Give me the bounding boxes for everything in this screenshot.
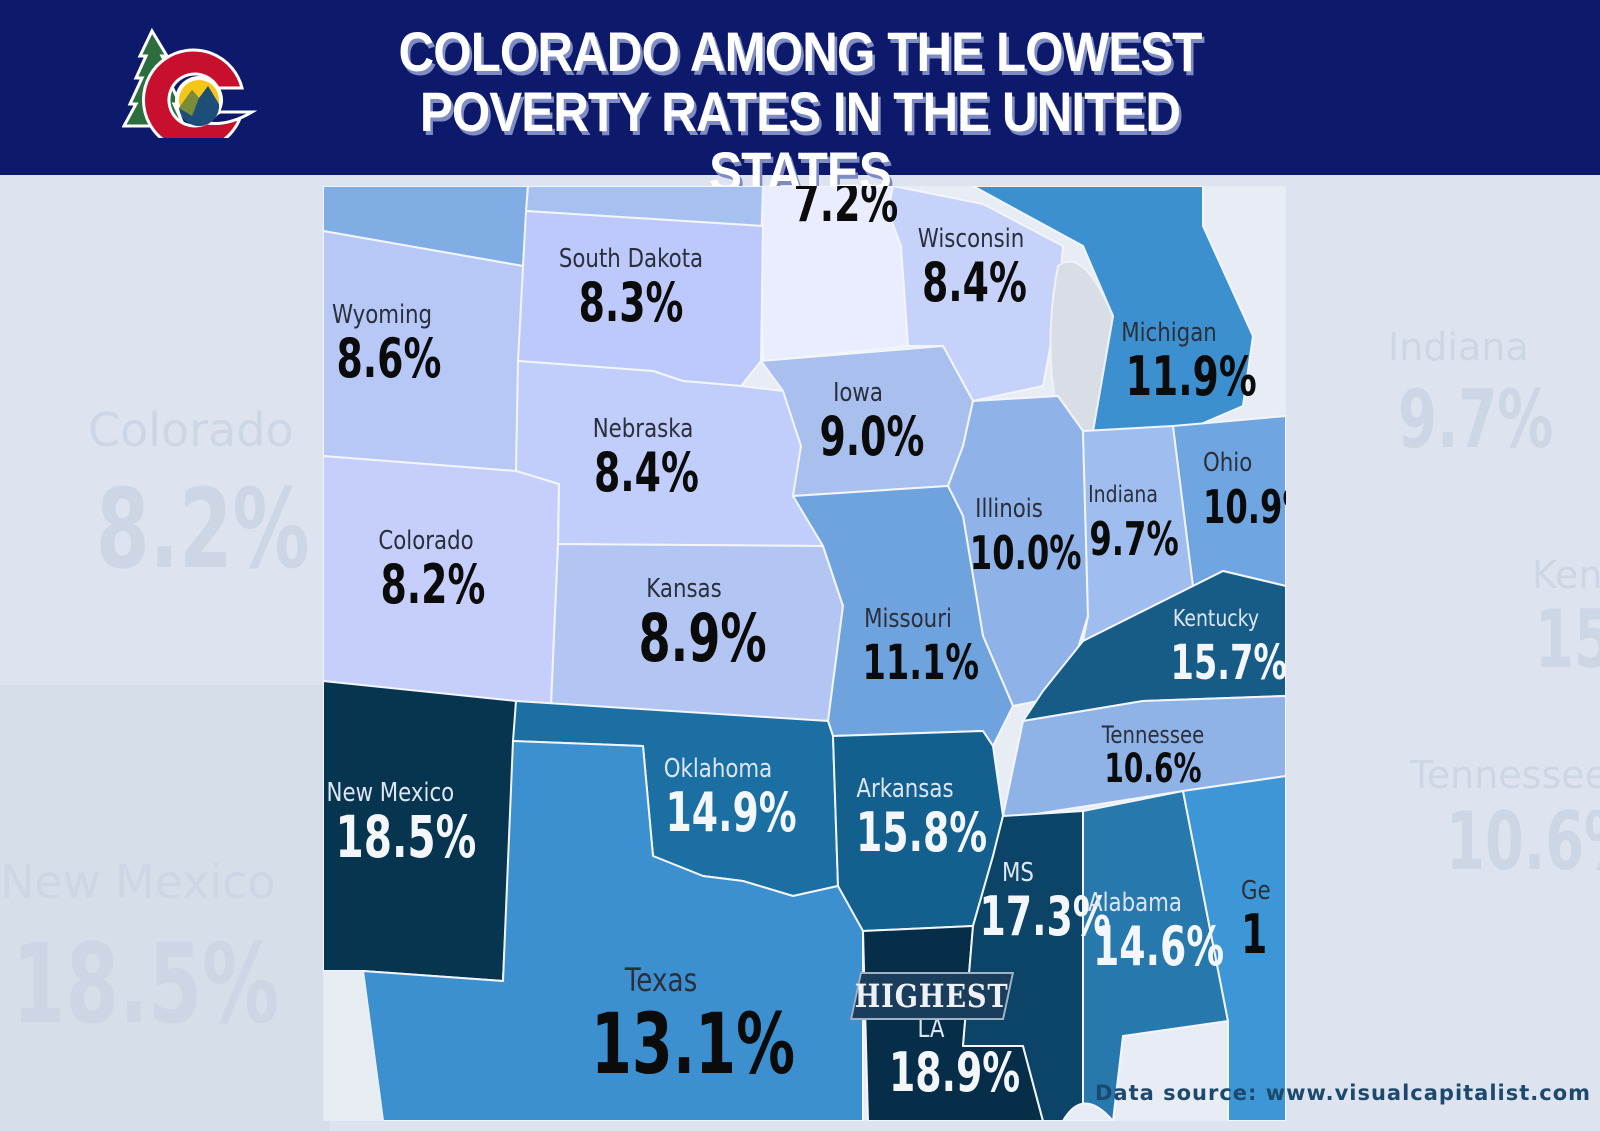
michigan-name: Michigan: [1121, 318, 1217, 348]
michigan-value: 11.9%: [1125, 345, 1257, 408]
label-michigan: Michigan 11.9%: [1107, 318, 1257, 408]
label-texas: Texas 13.1%: [561, 961, 795, 1093]
oklahoma-value: 14.9%: [665, 781, 797, 844]
illinois-name: Illinois: [975, 494, 1043, 524]
gulf-coast: [1062, 1102, 1114, 1121]
missouri-name: Missouri: [864, 604, 952, 634]
label-indiana: Indiana 9.7%: [1075, 480, 1179, 568]
label-illinois: Illinois 10.0%: [953, 494, 1082, 582]
ghost-band: [0, 685, 330, 1131]
label-new-mexico: New Mexico 18.5%: [323, 778, 477, 871]
iowa-value: 9.0%: [819, 405, 925, 468]
kansas-name: Kansas: [646, 574, 722, 604]
texas-value: 13.1%: [591, 995, 795, 1093]
colorado-name: Colorado: [378, 526, 474, 556]
oklahoma-name: Oklahoma: [663, 754, 773, 784]
title-line-2: POVERTY RATES IN THE UNITED STATES: [419, 80, 1181, 203]
label-kentucky: Kentucky 15.7%: [1151, 604, 1287, 692]
arkansas-value: 15.8%: [856, 801, 988, 864]
label-iowa: Iowa 9.0%: [803, 378, 925, 468]
indiana-value: 9.7%: [1089, 512, 1179, 566]
label-colorado: Colorado 8.2%: [361, 526, 491, 614]
kentucky-name: Kentucky: [1172, 606, 1260, 632]
ghost-tennessee-value: 10.6%: [1446, 795, 1600, 888]
wyoming-name: Wyoming: [331, 300, 433, 330]
louisiana-value: 18.9%: [889, 1041, 1021, 1104]
label-alabama: Alabama 14.6%: [1075, 888, 1225, 978]
alabama-name: Alabama: [1087, 888, 1182, 918]
ghost-tennessee-name: Tennessee: [1410, 753, 1600, 797]
label-tennessee: Tennessee 10.6%: [1083, 722, 1223, 790]
title-line-1: COLORADO AMONG THE LOWEST: [398, 20, 1203, 83]
highest-callout-label: HIGHEST: [855, 977, 1009, 1015]
label-wisconsin: Wisconsin 8.4%: [901, 224, 1041, 312]
georgia-value: 1: [1241, 903, 1268, 966]
indiana-name: Indiana: [1088, 482, 1158, 508]
alabama-value: 14.6%: [1093, 915, 1225, 978]
highest-callout-badge: HIGHEST: [849, 972, 1015, 1020]
ghost-colorado-name: Colorado: [88, 403, 294, 457]
nebraska-name: Nebraska: [592, 414, 694, 444]
nebraska-value: 8.4%: [594, 441, 699, 504]
label-missouri: Missouri 11.1%: [843, 604, 980, 692]
south-dakota-name: South Dakota: [558, 244, 704, 274]
new-mexico-value: 18.5%: [335, 803, 477, 871]
ghost-newmexico-name: New Mexico: [0, 855, 276, 909]
texas-name: Texas: [624, 961, 698, 999]
georgia-name: Ge: [1241, 876, 1271, 906]
wyoming-value: 8.6%: [336, 327, 442, 390]
wisconsin-value: 8.4%: [922, 251, 1027, 314]
tennessee-name: Tennessee: [1101, 721, 1205, 749]
header-banner: COLORADO AMONG THE LOWEST POVERTY RATES …: [0, 0, 1600, 202]
label-minnesota: 7.2%: [771, 186, 921, 232]
poverty-map: 7.2% Wyoming 8.6% South Dakota 8.3% Wisc…: [323, 186, 1286, 1121]
kentucky-value: 15.7%: [1170, 635, 1287, 691]
label-louisiana: LA 18.9%: [871, 1014, 1021, 1104]
south-dakota-value: 8.3%: [578, 271, 684, 334]
data-source-credit: Data source: www.visualcapitalist.com: [1095, 1081, 1592, 1105]
ghost-colorado-value: 8.2%: [96, 465, 310, 593]
ghost-kentucky-name: Ken: [1532, 553, 1600, 597]
tennessee-value: 10.6%: [1104, 746, 1202, 792]
label-kansas: Kansas 8.9%: [619, 574, 767, 677]
blurred-background: Colorado 8.2% New Mexico 18.5% Indiana 9…: [0, 175, 1600, 1131]
wisconsin-name: Wisconsin: [917, 224, 1025, 254]
page-title: COLORADO AMONG THE LOWEST POVERTY RATES …: [334, 22, 1267, 202]
label-ohio: Ohio 10.9%: [1203, 448, 1286, 536]
minnesota-value: 7.2%: [793, 186, 899, 234]
mississippi-value: 17.3%: [979, 885, 1111, 948]
label-georgia: Ge 1: [1241, 876, 1286, 964]
label-south-dakota: South Dakota 8.3%: [541, 244, 721, 332]
iowa-name: Iowa: [833, 378, 883, 408]
kansas-value: 8.9%: [638, 600, 767, 677]
ohio-name: Ohio: [1203, 448, 1253, 478]
missouri-value: 11.1%: [862, 635, 980, 691]
new-mexico-name: New Mexico: [326, 778, 455, 808]
arkansas-name: Arkansas: [856, 774, 954, 804]
ghost-indiana-name: Indiana: [1388, 325, 1529, 369]
mexico-area: [323, 971, 383, 1121]
ghost-indiana-value: 9.7%: [1398, 373, 1554, 466]
label-oklahoma: Oklahoma 14.9%: [643, 754, 797, 844]
label-nebraska: Nebraska 8.4%: [573, 414, 713, 502]
state-michigan: [972, 186, 1254, 437]
ohio-value: 10.9%: [1203, 480, 1286, 534]
ghost-newmexico-value: 18.5%: [12, 920, 280, 1048]
colorado-logo-icon: [122, 28, 258, 138]
illinois-value: 10.0%: [969, 526, 1082, 580]
ghost-kentucky-value: 15: [1535, 593, 1600, 686]
label-wyoming: Wyoming 8.6%: [323, 300, 447, 388]
mississippi-name: MS: [1002, 858, 1034, 888]
label-mississippi: MS 17.3%: [963, 858, 1111, 948]
label-arkansas: Arkansas 15.8%: [835, 774, 988, 864]
state-shapes: [323, 186, 1286, 1121]
state-georgia: [1182, 775, 1286, 1121]
colorado-value: 8.2%: [380, 553, 486, 616]
